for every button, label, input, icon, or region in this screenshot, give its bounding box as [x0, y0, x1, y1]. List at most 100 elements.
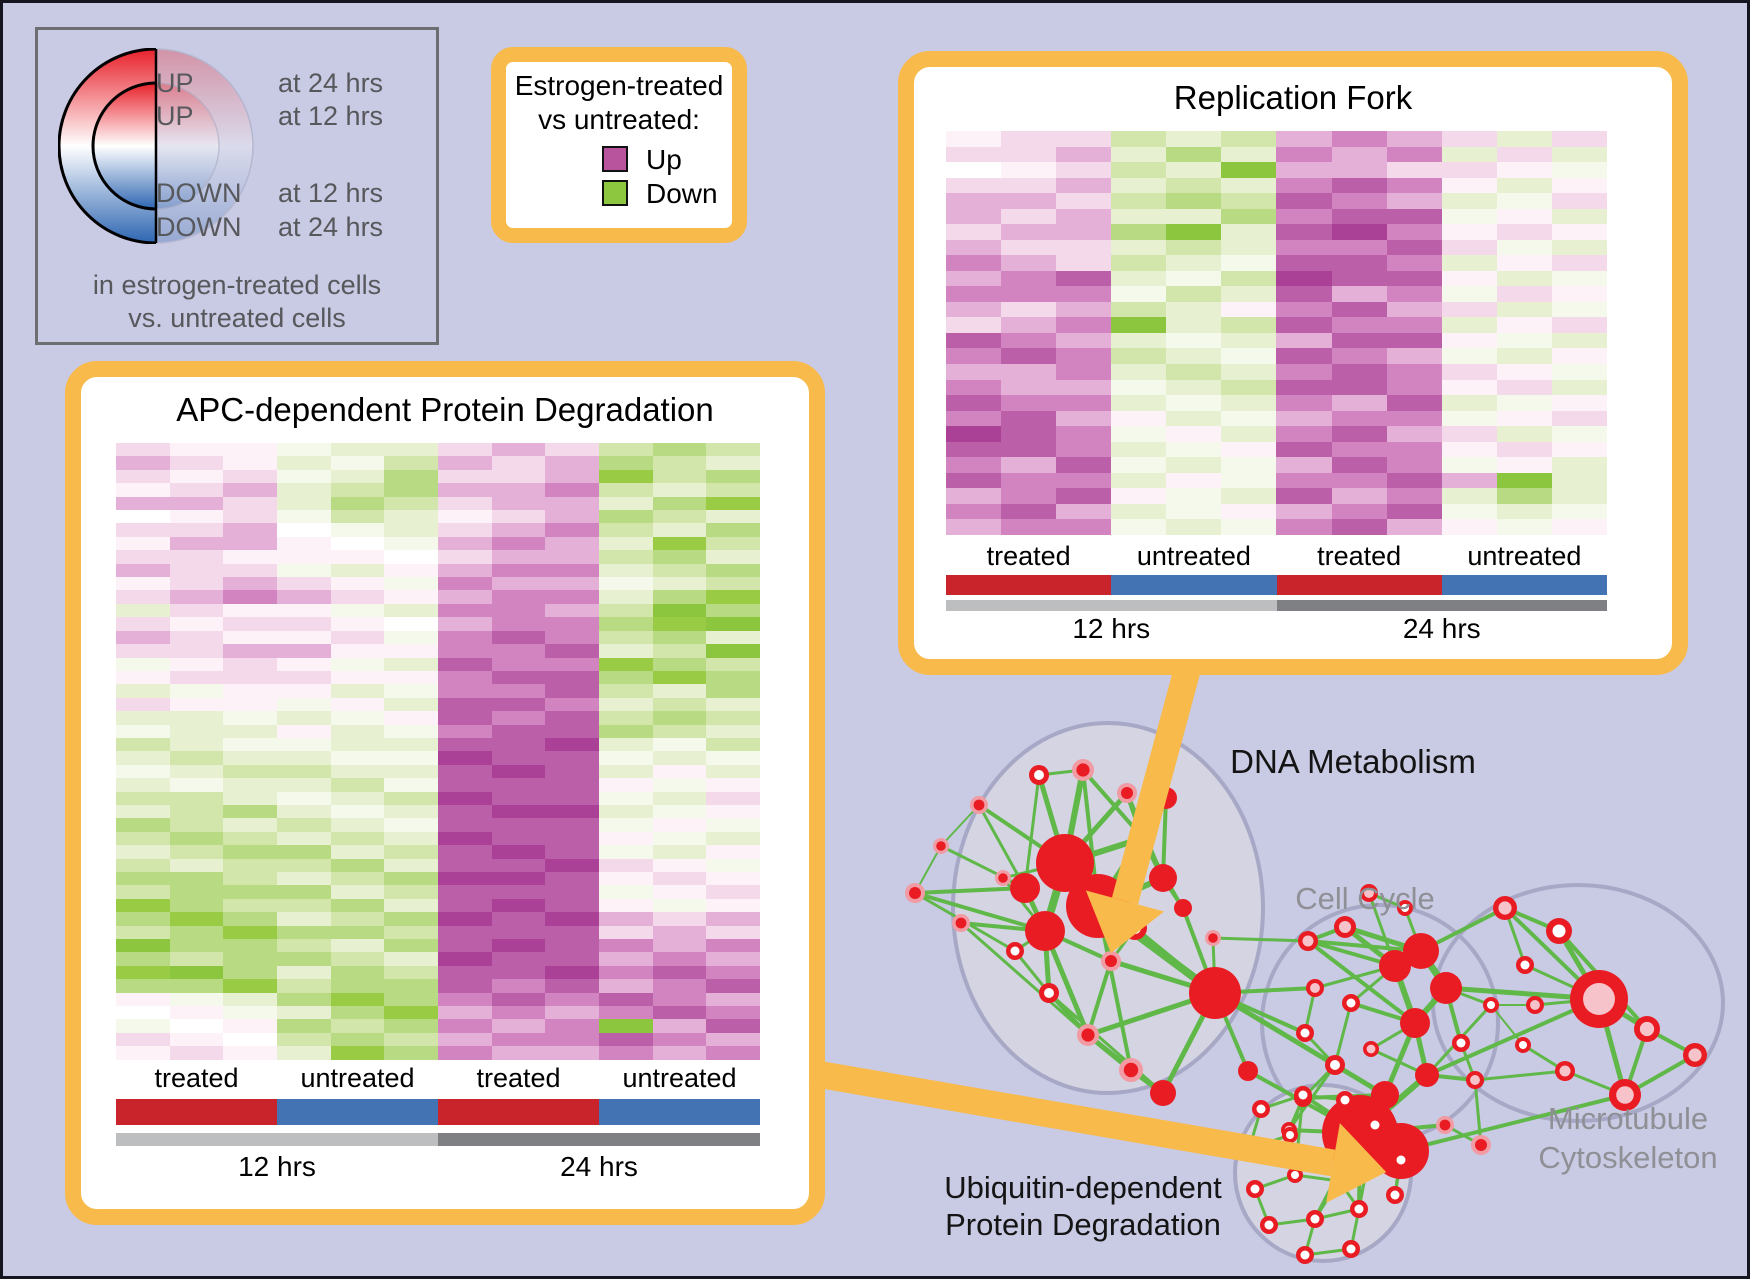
- heatmap-cell: [599, 577, 653, 591]
- heatmap-row: [946, 317, 1607, 333]
- heatmap-cell: [545, 603, 600, 618]
- heatmap-cell: [1496, 363, 1552, 380]
- heatmap-cell: [1551, 472, 1607, 489]
- heatmap-cell: [169, 510, 224, 524]
- heatmap-cell: [384, 804, 439, 819]
- heatmap-cell: [1056, 255, 1112, 271]
- heatmap-cell: [1056, 224, 1112, 240]
- heatmap-cell: [491, 603, 546, 618]
- network-node-core: [1616, 1086, 1634, 1104]
- heatmap-cell: [652, 536, 707, 551]
- heatmap-cell: [330, 804, 385, 819]
- heatmap-cell: [491, 577, 546, 591]
- heatmap-cell: [223, 577, 278, 591]
- heatmap-cell: [277, 456, 331, 470]
- heatmap-cell: [599, 724, 653, 738]
- heatmap-cell: [1111, 286, 1167, 302]
- ring-caption-line1: in estrogen-treated cells: [92, 270, 382, 300]
- heatmap-cell: [1496, 503, 1552, 520]
- heatmap-row: [116, 550, 761, 564]
- heatmap-cell: [223, 670, 278, 685]
- heatmap-cell: [1496, 162, 1552, 178]
- heatmap-cell: [599, 630, 653, 645]
- heatmap-cell: [1166, 395, 1222, 411]
- heatmap-cell: [545, 510, 600, 524]
- heatmap-row: [946, 301, 1607, 318]
- heatmap-cell: [277, 1019, 331, 1033]
- heatmap-cell: [1441, 270, 1497, 287]
- heatmap-cell: [1331, 255, 1387, 271]
- heatmap-cell: [169, 952, 224, 966]
- heatmap-cell: [1111, 472, 1167, 489]
- heatmap-cell: [1221, 363, 1277, 380]
- heatmap-cell: [116, 590, 170, 604]
- heatmap-cell: [946, 348, 1002, 364]
- heatmap-cell: [384, 912, 439, 926]
- heatmap-cell: [1221, 270, 1277, 287]
- heatmap-cell: [1441, 395, 1497, 411]
- heatmap-cell: [438, 617, 492, 631]
- network-node-core: [1456, 1038, 1466, 1048]
- heatmap-cell: [599, 952, 653, 966]
- ring-time-label: at 12 hrs: [278, 101, 384, 131]
- heatmap-cell: [946, 441, 1002, 458]
- heatmap-cell: [277, 657, 331, 671]
- heatmap-cell: [1276, 270, 1332, 287]
- heatmap-cell: [384, 684, 439, 698]
- heatmap-cell: [223, 644, 278, 658]
- heatmap-cell: [491, 872, 546, 886]
- heatmap-cell: [491, 1006, 546, 1020]
- heatmap-cell: [1331, 239, 1387, 256]
- heatmap-cell: [599, 831, 653, 846]
- heatmap-cell: [330, 469, 385, 484]
- heatmap-cell: [1276, 193, 1332, 209]
- network-edge: [959, 921, 1090, 1037]
- heatmap-row: [116, 644, 761, 658]
- heatmap-cell: [1276, 395, 1332, 411]
- legend-item-label: Down: [646, 178, 718, 209]
- heatmap-cell: [652, 577, 707, 591]
- heatmap-cell: [599, 510, 653, 524]
- heatmap-cell: [1551, 363, 1607, 380]
- heatmap-cell: [438, 791, 492, 805]
- heatmap-row: [116, 577, 761, 591]
- heatmap-row: [116, 563, 761, 578]
- heatmap-cell: [277, 872, 331, 886]
- heatmap-cell: [1056, 131, 1112, 147]
- heatmap-cell: [1331, 332, 1387, 349]
- heatmap-cell: [1496, 317, 1552, 333]
- heatmap-cell: [330, 483, 385, 497]
- heatmap-cell: [330, 778, 385, 792]
- network-node-core: [1264, 1220, 1274, 1230]
- heatmap-cell: [1496, 255, 1552, 271]
- network-node-core: [1498, 901, 1512, 915]
- network-node-core: [1340, 1095, 1350, 1105]
- heatmap-cell: [491, 724, 546, 738]
- heatmap-cell: [599, 965, 653, 980]
- heatmap-cell: [1276, 131, 1332, 147]
- ring-direction-label: UP: [156, 68, 194, 98]
- heatmap-row: [116, 952, 761, 966]
- heatmap-cell: [223, 737, 278, 752]
- heatmap-cell: [116, 925, 170, 940]
- heatmap-cell: [1001, 286, 1057, 302]
- heatmap-cell: [169, 939, 224, 953]
- heatmap-cell: [491, 952, 546, 966]
- heatmap-cell: [1441, 208, 1497, 225]
- heatmap-cell: [706, 697, 761, 712]
- heatmap-cell: [1221, 317, 1277, 333]
- heatmap-cell: [438, 523, 492, 537]
- heatmap-cell: [652, 483, 707, 497]
- heatmap-row: [116, 1006, 761, 1020]
- heatmap-cell: [1111, 146, 1167, 163]
- heatmap-cell: [1331, 131, 1387, 147]
- network-node-core: [1346, 1244, 1356, 1254]
- heatmap-cell: [652, 764, 707, 779]
- heatmap-cell: [1221, 146, 1277, 163]
- heatmap-cell: [116, 483, 170, 497]
- heatmap-cell: [1221, 410, 1277, 427]
- heatmap-cell: [438, 1006, 492, 1020]
- heatmap-cell: [1056, 239, 1112, 256]
- heatmap-cell: [438, 510, 492, 524]
- heatmap-cell: [1551, 519, 1607, 535]
